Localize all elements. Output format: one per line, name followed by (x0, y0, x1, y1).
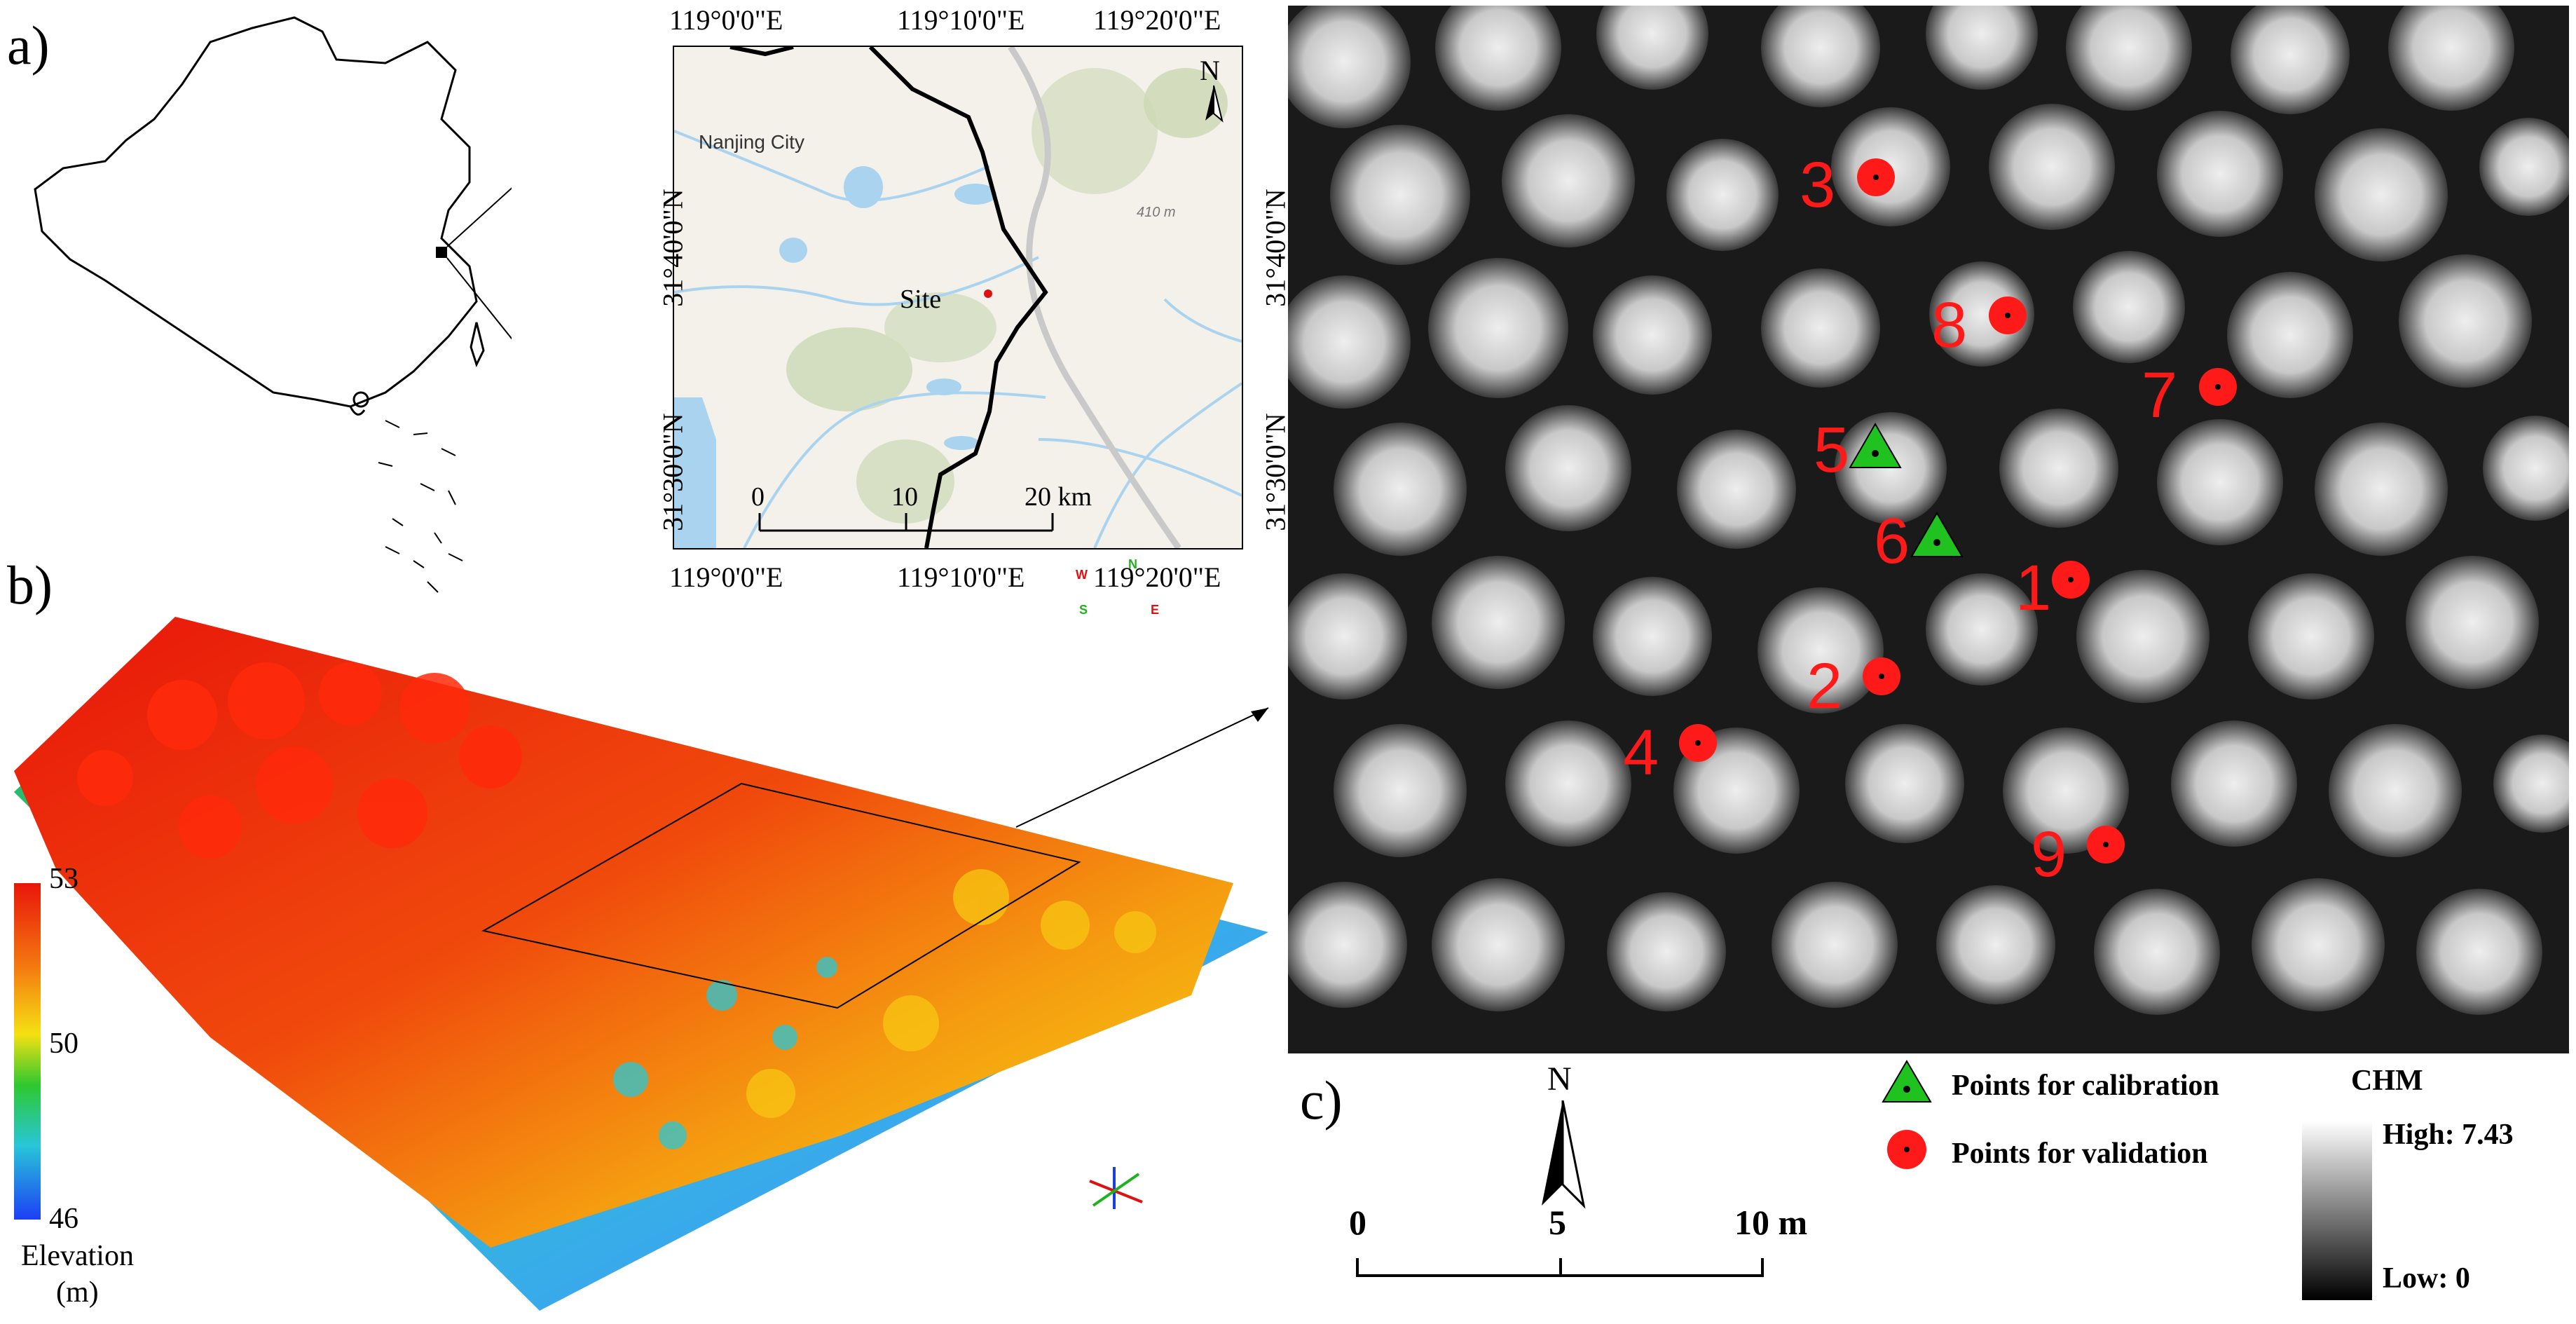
province-boundary (729, 47, 1048, 548)
point-label-7: 7 (2142, 360, 2178, 431)
point-label-2: 2 (1807, 650, 1843, 722)
lat-tick-c-1: 31°40'0"N (1259, 189, 1292, 307)
lake-west (674, 397, 716, 548)
validation-point-9 (2087, 826, 2125, 864)
colorbar-title: Elevation (21, 1240, 134, 1272)
validation-point-1 (2052, 561, 2090, 599)
lon-tick-bottom-2: 119°10'0"E (897, 561, 1025, 593)
scale-c-0: 0 (1349, 1203, 1366, 1242)
point-label-4: 4 (1623, 717, 1659, 789)
calibration-point-5 (1849, 423, 1902, 468)
scale-label-0: 0 (751, 482, 765, 512)
taiwan-island (470, 322, 485, 367)
lon-tick-bottom-3: 119°20'0"E (1093, 561, 1221, 593)
hainan-island (352, 391, 369, 408)
south-china-sea-islands (378, 420, 463, 593)
scale-label-20km: 20 km (1025, 482, 1092, 512)
arrow-to-panel-c (1015, 707, 1269, 828)
lon-tick-bottom-1: 119°0'0"E (669, 561, 783, 593)
lon-tick-top-3: 119°20'0"E (1093, 4, 1221, 36)
north-arrow-icon (1542, 1100, 1586, 1209)
lon-tick-top-1: 119°0'0"E (669, 4, 783, 36)
validation-point-7 (2199, 368, 2237, 406)
legend-calibration-label: Points for calibration (1952, 1070, 2219, 1102)
point-label-9: 9 (2031, 819, 2067, 890)
legend-validation-symbol (1887, 1130, 1926, 1169)
panel-a-label: a) (7, 15, 50, 76)
lidar-point-cloud (14, 617, 1269, 1311)
point-label-5: 5 (1814, 414, 1850, 486)
highway-line (1008, 47, 1181, 548)
legend-validation-label: Points for validation (1952, 1138, 2208, 1170)
chm-low-label: Low: 0 (2383, 1262, 2470, 1295)
validation-point-3 (1857, 158, 1895, 196)
point-label-1: 1 (2015, 552, 2052, 624)
colorbar-mid: 50 (49, 1028, 78, 1060)
panel-c-label: c) (1300, 1070, 1343, 1131)
panel-b-label: b) (7, 554, 53, 615)
compass-n: N (1128, 557, 1137, 571)
scale-bar-c (1356, 1258, 1764, 1277)
compass-e: E (1151, 603, 1160, 617)
site-dot (984, 289, 992, 298)
validation-point-4 (1679, 724, 1717, 762)
chm-colorbar (2302, 1121, 2372, 1300)
elevation-colorbar (14, 883, 41, 1220)
validation-point-2 (1863, 657, 1900, 695)
china-outline-map (34, 16, 512, 593)
calibration-point-6 (1910, 512, 1964, 557)
lat-tick-a-2: 31°30'0"N (657, 413, 689, 531)
site-location-square (436, 247, 447, 258)
tree-crowns (1288, 6, 2569, 1015)
lat-tick-a-1: 31°40'0"N (657, 189, 689, 307)
city-label: Nanjing City (699, 131, 804, 153)
selection-box (481, 782, 1081, 1009)
lon-tick-top-2: 119°10'0"E (897, 4, 1025, 36)
chm-high-label: High: 7.43 (2383, 1119, 2514, 1151)
point-label-3: 3 (1800, 149, 1836, 221)
legend-calibration-symbol (1882, 1060, 1932, 1103)
colorbar-max: 53 (49, 863, 78, 895)
scale-c-10m: 10 m (1734, 1203, 1808, 1242)
elevation-mark: 410 m (1137, 205, 1176, 220)
site-label: Site (900, 285, 942, 314)
lat-tick-c-2: 31°30'0"N (1259, 413, 1292, 531)
compass-w: W (1076, 568, 1088, 582)
compass-s: S (1079, 603, 1088, 617)
orientation-compass (1089, 1167, 1143, 1209)
point-label-6: 6 (1874, 505, 1910, 577)
north-label-c: N (1547, 1060, 1572, 1098)
point-label-8: 8 (1931, 289, 1968, 361)
north-label-a: N (1200, 55, 1220, 86)
chm-legend-title: CHM (2351, 1065, 2423, 1097)
regional-inset-map: Nanjing City Site 410 m N 0 10 20 km (673, 46, 1243, 550)
chm-raster: 3 8 7 5 6 1 2 4 9 (1288, 6, 2569, 1053)
scale-label-10: 10 (891, 482, 918, 512)
colorbar-unit: (m) (56, 1276, 99, 1309)
scale-c-5: 5 (1549, 1203, 1566, 1242)
validation-point-8 (1989, 296, 2027, 334)
colorbar-min: 46 (49, 1203, 78, 1235)
